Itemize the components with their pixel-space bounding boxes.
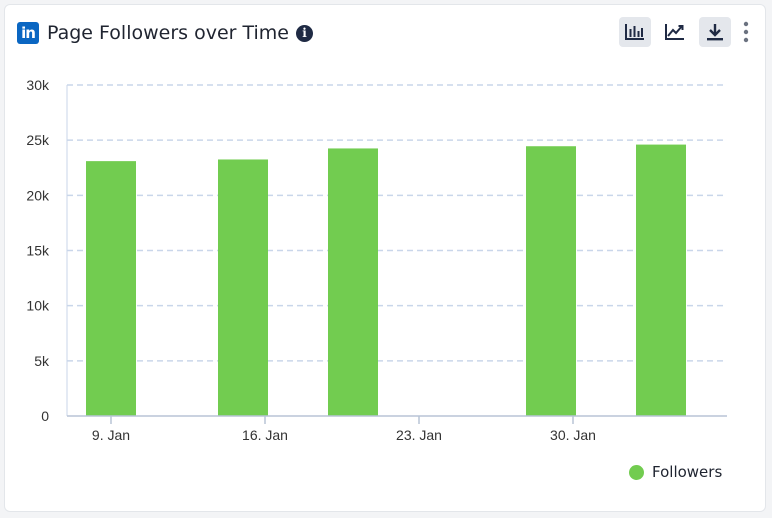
more-options-button[interactable] (739, 17, 753, 47)
download-icon (707, 24, 723, 41)
chart-toolbar (619, 17, 753, 47)
x-tick-label: 9. Jan (92, 427, 130, 443)
line-chart-icon (665, 24, 684, 40)
bar-chart-icon (625, 24, 644, 40)
y-tick-label: 15k (26, 243, 50, 259)
y-tick-label: 30k (26, 77, 50, 93)
y-tick-label: 25k (26, 132, 50, 148)
legend-label: Followers (652, 463, 723, 481)
legend-marker (629, 464, 644, 480)
download-button[interactable] (699, 17, 731, 47)
bar[interactable] (86, 161, 136, 416)
info-icon[interactable]: i (295, 24, 313, 42)
bar[interactable] (328, 148, 378, 417)
y-tick-label: 0 (41, 408, 49, 424)
bar[interactable] (218, 159, 268, 416)
y-tick-label: 5k (34, 353, 50, 369)
more-vertical-icon (743, 21, 749, 43)
x-tick-label: 23. Jan (396, 427, 442, 443)
bar[interactable] (636, 144, 686, 416)
bar-chart: 0 5k 10k 15k 20k 25k 30k 9. Jan 16. Jan 23. Jan 30… (26, 77, 727, 443)
x-tick-label: 30. Jan (550, 427, 596, 443)
linkedin-logo-icon: in (17, 22, 39, 44)
legend[interactable]: Followers (629, 463, 722, 481)
chart-card: in Page Followers over Time i (4, 4, 766, 512)
chart-title: Page Followers over Time (47, 22, 289, 44)
line-chart-button[interactable] (659, 17, 691, 47)
y-tick-label: 20k (26, 187, 50, 203)
y-tick-label: 10k (26, 298, 50, 314)
x-tick-label: 16. Jan (242, 427, 288, 443)
bar[interactable] (526, 146, 576, 417)
bar-chart-button[interactable] (619, 17, 651, 47)
chart-header: in Page Followers over Time i (17, 19, 313, 47)
